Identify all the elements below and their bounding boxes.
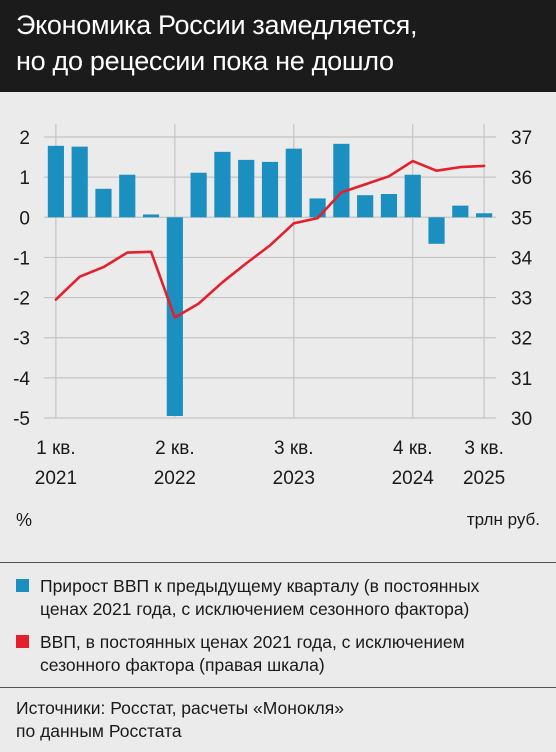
left-tick-label: -2: [13, 289, 30, 310]
gdp-growth-bar: [261, 161, 279, 218]
x-tick-label-year: 2024: [392, 468, 435, 489]
gdp-growth-bar: [238, 159, 255, 218]
left-tick-label: -5: [13, 409, 30, 430]
left-tick-label: -3: [13, 329, 30, 350]
gdp-growth-bar: [190, 172, 207, 218]
gdp-growth-bar: [333, 143, 350, 218]
gdp-level-line: [54, 159, 486, 319]
right-tick-label: 32: [511, 329, 532, 350]
sources-line2: по данным Росстата: [16, 721, 182, 741]
header: Экономика России замедляется, но до реце…: [0, 0, 556, 92]
gdp-growth-bar: [95, 188, 112, 218]
gdp-growth-bar: [428, 217, 445, 244]
gdp-growth-bar: [142, 214, 160, 218]
sources: Источники: Росстат, расчеты «Монокля» по…: [16, 697, 536, 743]
left-tick-label: -1: [13, 248, 30, 269]
x-tick-label-quarter: 3 кв.: [464, 438, 504, 459]
right-tick-label: 36: [511, 168, 532, 189]
gdp-growth-bar: [309, 198, 326, 218]
right-tick-label: 35: [511, 208, 532, 229]
right-tick-label: 31: [511, 369, 532, 390]
legend-swatch-line: [16, 635, 29, 648]
sources-separator: [0, 687, 556, 688]
gdp-growth-bar: [476, 213, 493, 218]
gdp-growth-bar: [214, 151, 231, 218]
right-tick-label: 30: [511, 409, 532, 430]
legend-item-line: ВВП, в постоянных ценах 2021 года, с иск…: [16, 631, 546, 679]
left-tick-label: 0: [19, 208, 30, 229]
chart-title-line1: Экономика России замедляется,: [16, 10, 418, 40]
legend-label-line-line1: ВВП, в постоянных ценах 2021 года, с иск…: [40, 632, 465, 652]
x-tick-label-quarter: 4 кв.: [393, 438, 433, 459]
legend-label-bars-line1: Прирост ВВП к предыдущему кварталу (в по…: [40, 576, 480, 596]
legend-swatch-bars: [16, 579, 29, 592]
left-tick-label: -4: [13, 369, 30, 390]
legend-label-bars-line2: ценах 2021 года, с исключением сезонного…: [40, 599, 470, 619]
gdp-growth-bar: [47, 145, 64, 218]
right-tick-label: 33: [511, 289, 532, 310]
right-tick-label: 37: [511, 128, 532, 149]
left-tick-label: 1: [19, 168, 30, 189]
right-axis-unit: трлн руб.: [466, 510, 540, 529]
x-tick-label-year: 2021: [35, 468, 77, 489]
legend-item-bars: Прирост ВВП к предыдущему кварталу (в по…: [16, 575, 546, 623]
chart-title-line2: но до рецессии пока не дошло: [16, 46, 394, 76]
legend-label-line-line2: сезонного фактора (правая шкала): [40, 655, 325, 675]
gdp-growth-bar: [285, 148, 302, 218]
legend-separator: [0, 562, 556, 563]
x-tick-label-year: 2023: [273, 468, 315, 489]
x-tick-label-quarter: 3 кв.: [274, 438, 314, 459]
sources-line1: Источники: Росстат, расчеты «Монокля»: [16, 698, 344, 718]
gdp-growth-bar: [452, 205, 469, 218]
x-tick-label-year: 2022: [154, 468, 196, 489]
x-tick-label-quarter: 2 кв.: [155, 438, 195, 459]
right-tick-label: 34: [511, 248, 533, 269]
x-tick-label-year: 2025: [463, 468, 505, 489]
left-axis-unit: %: [16, 510, 33, 530]
gdp-growth-bar: [404, 174, 421, 218]
gdp-chart: 2 1 0 -1 -2 -3 -4 -5 37 36 35 34 33 32 31 30 1 кв. 2021 2 …: [13, 124, 533, 489]
gdp-growth-bar: [119, 174, 136, 218]
left-tick-label: 2: [19, 128, 30, 149]
gdp-growth-bar: [71, 146, 88, 218]
gdp-growth-bar: [357, 195, 374, 218]
gdp-growth-bar: [380, 194, 398, 218]
x-tick-label-quarter: 1 кв.: [36, 438, 76, 459]
